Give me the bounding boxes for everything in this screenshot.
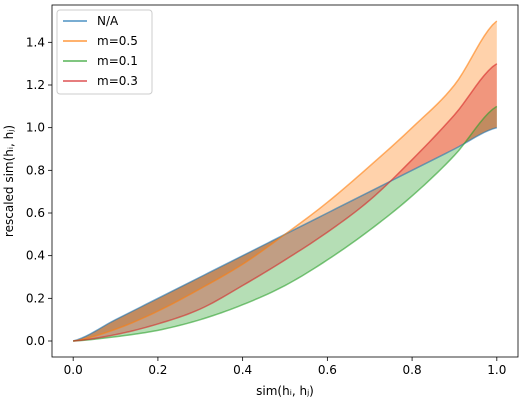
plot-frame <box>51 4 519 358</box>
fill-area-m-0-3 <box>73 63 497 342</box>
y-tick-label: 1.0 <box>26 121 45 135</box>
x-tick-label: 0.0 <box>64 363 83 377</box>
y-tick-label: 0.8 <box>26 163 45 177</box>
x-tick-label: 0.2 <box>148 363 167 377</box>
legend-entry: m=0.5 <box>97 34 138 48</box>
y-tick-label: 1.2 <box>26 78 45 92</box>
x-tick-label: 0.6 <box>318 363 337 377</box>
legend-entry: N/A <box>97 14 119 28</box>
series-line-m-0-3 <box>73 63 498 342</box>
ticks: 0.0 0.2 0.4 0.6 0.8 1.0 0.0 0.2 0.4 0.6 0.8 1.0 1.2 1… <box>26 35 506 377</box>
y-tick-label: 1.4 <box>26 35 45 49</box>
y-tick-label: 0.0 <box>26 334 45 348</box>
x-tick-label: 0.8 <box>403 363 422 377</box>
y-tick-label: 0.2 <box>26 291 45 305</box>
series-line-m-0-1 <box>73 105 498 342</box>
series-line-m-0-5 <box>73 20 498 342</box>
legend-box <box>56 9 153 95</box>
legend-entry: m=0.3 <box>97 74 138 88</box>
legend: N/A m=0.5 m=0.1 m=0.3 <box>56 9 153 95</box>
y-tick-label: 0.6 <box>26 206 45 220</box>
axes <box>51 4 519 358</box>
x-tick-label: 1.0 <box>487 363 506 377</box>
series-lines <box>72 20 498 342</box>
x-axis-label: sim(hᵢ, hⱼ) <box>256 384 314 398</box>
y-axis-label: rescaled sim(hᵢ, hⱼ) <box>2 125 16 237</box>
x-tick-label: 0.4 <box>233 363 252 377</box>
legend-entry: m=0.1 <box>97 54 138 68</box>
y-tick-label: 0.4 <box>26 249 45 263</box>
